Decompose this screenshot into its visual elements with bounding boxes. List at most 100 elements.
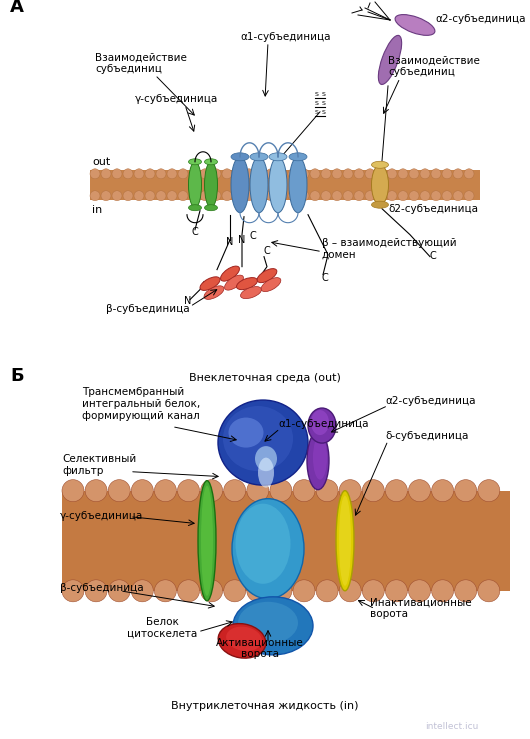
Circle shape	[420, 191, 430, 201]
Text: Инактивационные
ворота: Инактивационные ворота	[370, 597, 472, 619]
Ellipse shape	[395, 15, 435, 35]
Ellipse shape	[200, 277, 220, 290]
Text: Б: Б	[10, 367, 24, 384]
Circle shape	[398, 168, 408, 179]
Circle shape	[154, 580, 176, 602]
Text: C: C	[321, 273, 328, 282]
Text: Внутриклеточная жидкость (in): Внутриклеточная жидкость (in)	[171, 701, 359, 711]
Circle shape	[145, 168, 155, 179]
Text: δ2-субъединица: δ2-субъединица	[388, 204, 478, 214]
Circle shape	[385, 580, 408, 602]
Text: β-субъединица: β-субъединица	[106, 304, 190, 313]
Circle shape	[431, 168, 441, 179]
Circle shape	[101, 191, 111, 201]
Ellipse shape	[231, 157, 249, 213]
Ellipse shape	[308, 408, 336, 443]
Text: α2-субъединица: α2-субъединица	[435, 14, 526, 24]
Ellipse shape	[336, 491, 354, 590]
Ellipse shape	[232, 499, 304, 599]
Ellipse shape	[205, 162, 217, 208]
Circle shape	[387, 168, 397, 179]
Circle shape	[277, 191, 287, 201]
Circle shape	[455, 580, 476, 602]
Ellipse shape	[236, 278, 258, 290]
Ellipse shape	[313, 435, 327, 480]
Circle shape	[363, 480, 384, 502]
Ellipse shape	[372, 165, 388, 205]
Circle shape	[156, 168, 166, 179]
Ellipse shape	[198, 480, 216, 601]
Ellipse shape	[269, 153, 287, 161]
Text: C: C	[264, 245, 271, 256]
Circle shape	[288, 191, 298, 201]
Circle shape	[354, 168, 364, 179]
Circle shape	[178, 168, 188, 179]
Text: C: C	[250, 231, 257, 241]
Circle shape	[178, 580, 199, 602]
Circle shape	[222, 168, 232, 179]
Ellipse shape	[235, 504, 290, 584]
Circle shape	[145, 191, 155, 201]
Circle shape	[200, 480, 223, 502]
Circle shape	[409, 191, 419, 201]
Ellipse shape	[372, 201, 388, 208]
Text: Внеклеточная среда (out): Внеклеточная среда (out)	[189, 372, 341, 383]
Circle shape	[376, 168, 386, 179]
Ellipse shape	[189, 205, 201, 211]
Ellipse shape	[205, 205, 217, 211]
Circle shape	[123, 191, 133, 201]
Circle shape	[387, 191, 397, 201]
Circle shape	[222, 191, 232, 201]
Circle shape	[293, 480, 315, 502]
Text: Активационные
ворота: Активационные ворота	[216, 637, 304, 659]
Circle shape	[321, 168, 331, 179]
Circle shape	[332, 168, 342, 179]
Ellipse shape	[218, 624, 266, 658]
Circle shape	[385, 480, 408, 502]
Circle shape	[453, 168, 463, 179]
Circle shape	[321, 191, 331, 201]
Text: S: S	[315, 101, 319, 106]
Circle shape	[270, 580, 292, 602]
Circle shape	[62, 580, 84, 602]
Circle shape	[131, 580, 153, 602]
Text: δ-субъединица: δ-субъединица	[385, 431, 469, 440]
Circle shape	[464, 191, 474, 201]
Circle shape	[247, 580, 269, 602]
Text: γ-субъединица: γ-субъединица	[60, 511, 143, 521]
Circle shape	[409, 580, 430, 602]
Ellipse shape	[378, 35, 402, 84]
Circle shape	[134, 191, 144, 201]
Circle shape	[108, 480, 130, 502]
Circle shape	[178, 191, 188, 201]
Circle shape	[293, 580, 315, 602]
Circle shape	[266, 168, 276, 179]
Ellipse shape	[255, 446, 277, 471]
Circle shape	[316, 480, 338, 502]
Circle shape	[431, 580, 454, 602]
Circle shape	[108, 580, 130, 602]
Ellipse shape	[220, 266, 240, 281]
Circle shape	[365, 168, 375, 179]
Circle shape	[339, 580, 361, 602]
Circle shape	[167, 168, 177, 179]
Circle shape	[442, 191, 452, 201]
Text: S: S	[322, 92, 326, 98]
Text: А: А	[10, 0, 24, 16]
Bar	[90, 170, 480, 200]
Text: N: N	[184, 296, 191, 306]
Text: intellect.icu: intellect.icu	[425, 722, 479, 731]
Text: S: S	[322, 101, 326, 106]
Circle shape	[409, 480, 430, 502]
Circle shape	[363, 580, 384, 602]
Circle shape	[420, 168, 430, 179]
Circle shape	[255, 168, 265, 179]
Circle shape	[343, 191, 353, 201]
Circle shape	[134, 168, 144, 179]
Text: α1-субъединица: α1-субъединица	[240, 32, 331, 42]
Circle shape	[409, 168, 419, 179]
Circle shape	[200, 191, 210, 201]
Ellipse shape	[205, 159, 217, 165]
Ellipse shape	[339, 496, 351, 586]
Circle shape	[332, 191, 342, 201]
